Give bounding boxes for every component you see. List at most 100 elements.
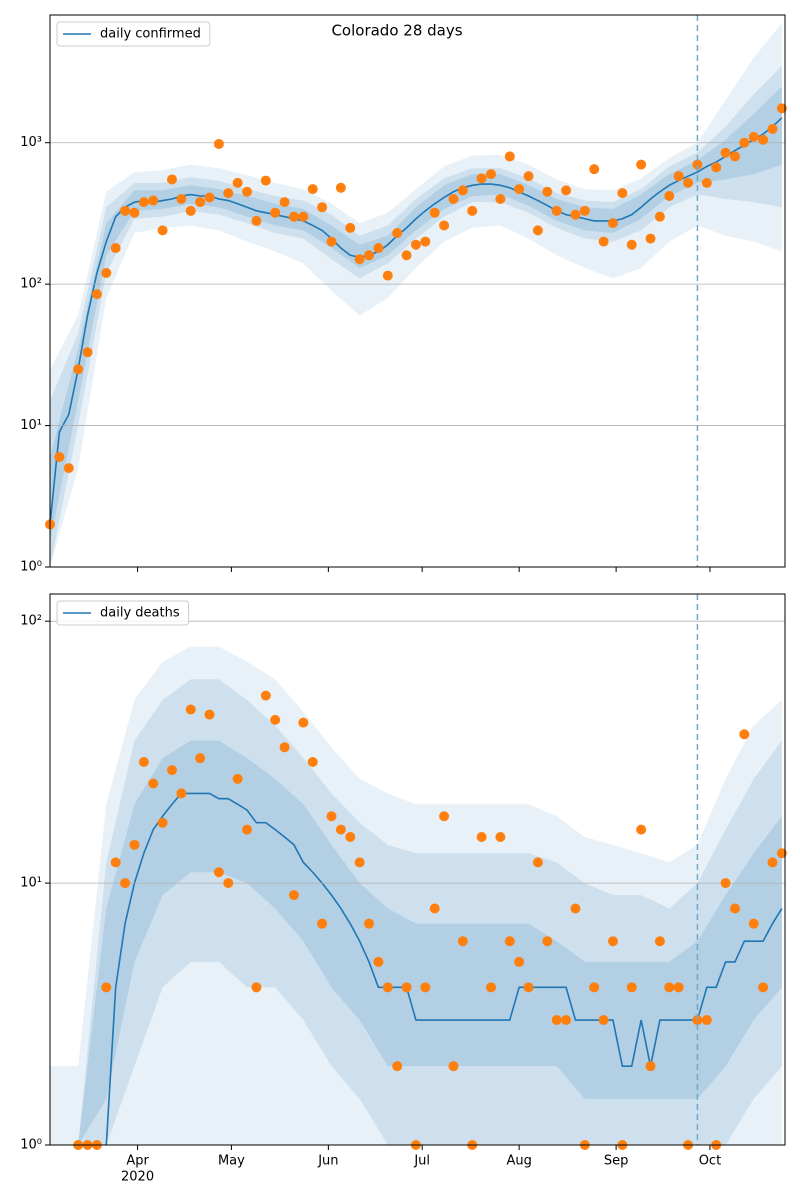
point xyxy=(589,982,600,993)
point xyxy=(532,857,543,868)
point xyxy=(242,824,253,835)
point xyxy=(551,205,562,216)
y-tick-label: 10⁰ xyxy=(20,560,42,575)
y-tick-label: 10¹ xyxy=(20,418,42,433)
point xyxy=(176,788,187,799)
point xyxy=(204,709,215,720)
point xyxy=(288,890,299,901)
point xyxy=(748,131,759,142)
line xyxy=(105,792,783,1145)
plot-area xyxy=(50,23,783,567)
point xyxy=(711,162,722,173)
confidence-band xyxy=(50,740,782,1145)
point xyxy=(504,151,515,162)
y-tick-label: 10² xyxy=(20,614,42,629)
point xyxy=(335,824,346,835)
point xyxy=(636,824,647,835)
point xyxy=(654,211,665,222)
point xyxy=(279,197,290,208)
point xyxy=(514,956,525,967)
point xyxy=(673,171,684,182)
point xyxy=(157,817,168,828)
point xyxy=(364,250,375,261)
point xyxy=(486,169,496,180)
point xyxy=(664,982,675,993)
point xyxy=(223,878,234,889)
point xyxy=(345,222,356,233)
point xyxy=(748,918,759,929)
point xyxy=(382,982,393,993)
point xyxy=(138,197,149,208)
point xyxy=(120,205,131,216)
axes-frame xyxy=(49,14,786,568)
point xyxy=(739,137,750,148)
point xyxy=(410,239,421,250)
point xyxy=(457,936,468,947)
point xyxy=(382,270,393,281)
point xyxy=(626,239,637,250)
point xyxy=(101,267,112,278)
point xyxy=(251,982,262,993)
point xyxy=(439,220,450,231)
confidence-band xyxy=(50,86,782,543)
point xyxy=(523,982,534,993)
point xyxy=(729,903,740,914)
point xyxy=(495,194,506,204)
point xyxy=(307,756,318,767)
point xyxy=(101,982,112,993)
x-tick-label: Aug xyxy=(506,1154,531,1169)
point xyxy=(54,451,65,462)
legend-label: daily confirmed xyxy=(100,27,201,42)
point xyxy=(673,982,684,993)
x-year-label: 2020 xyxy=(121,1170,154,1185)
point xyxy=(561,1015,572,1026)
y-tick-label: 10¹ xyxy=(20,876,42,891)
point xyxy=(270,207,281,218)
point xyxy=(185,205,196,216)
point xyxy=(701,177,712,188)
point xyxy=(373,243,384,254)
point xyxy=(767,124,778,135)
point xyxy=(495,831,506,842)
point xyxy=(392,1061,403,1072)
point xyxy=(701,1015,712,1026)
point xyxy=(758,134,769,145)
point xyxy=(279,742,290,753)
point xyxy=(326,811,337,822)
point xyxy=(110,857,121,868)
point xyxy=(551,1015,562,1026)
point xyxy=(429,207,440,218)
point xyxy=(148,195,159,206)
chart-title: Colorado 28 days xyxy=(331,22,462,40)
point xyxy=(223,188,234,199)
point xyxy=(185,704,196,715)
point xyxy=(270,714,281,725)
point xyxy=(335,182,346,193)
point xyxy=(91,289,102,300)
point xyxy=(486,982,496,993)
y-tick-label: 10³ xyxy=(20,135,42,150)
point xyxy=(767,857,778,868)
point xyxy=(467,205,478,216)
point xyxy=(729,151,740,162)
legend-label: daily deaths xyxy=(100,606,180,621)
x-tick-label: Jun xyxy=(317,1154,338,1169)
point xyxy=(157,225,168,236)
point xyxy=(288,211,299,222)
point xyxy=(645,233,656,244)
point xyxy=(420,982,431,993)
point xyxy=(213,138,224,149)
point xyxy=(364,918,375,929)
point xyxy=(120,878,131,889)
y-tick-label: 10² xyxy=(20,277,42,292)
point xyxy=(598,1015,609,1026)
point xyxy=(354,857,365,868)
point xyxy=(720,147,731,158)
point xyxy=(542,186,553,197)
point xyxy=(758,982,769,993)
point xyxy=(636,159,647,170)
point xyxy=(392,227,403,238)
x-tick-label: Oct xyxy=(699,1154,721,1169)
point xyxy=(213,867,224,878)
